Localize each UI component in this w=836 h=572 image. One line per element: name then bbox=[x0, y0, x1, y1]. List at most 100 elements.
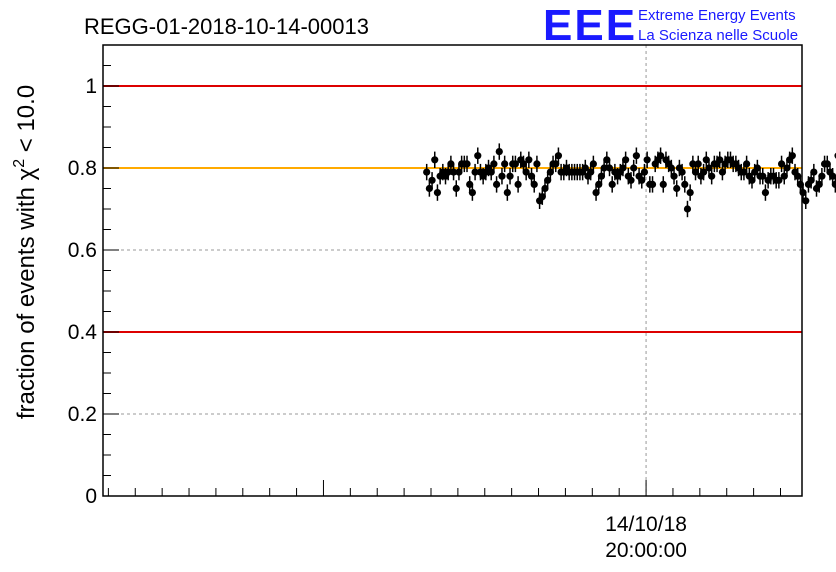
data-point bbox=[818, 172, 826, 180]
grid bbox=[103, 45, 802, 496]
data-point bbox=[716, 156, 724, 164]
x-tick-label-date: 14/10/18 bbox=[605, 513, 687, 536]
data-point bbox=[823, 160, 831, 168]
eee-logo: EEE Extreme Energy Events La Scienza nel… bbox=[543, 1, 798, 50]
y-tick-label: 0.4 bbox=[68, 321, 98, 344]
tick-labels: 00.20.40.60.8114/10/1820:00:0014/10/1821… bbox=[68, 75, 687, 562]
y-tick-label: 0.6 bbox=[68, 239, 97, 262]
data-point bbox=[753, 164, 761, 172]
data-point bbox=[501, 160, 509, 168]
data-point bbox=[630, 164, 638, 172]
data-point bbox=[546, 168, 554, 176]
data-point bbox=[466, 180, 474, 188]
data-point bbox=[527, 172, 536, 180]
data-point bbox=[519, 160, 528, 168]
data-point bbox=[686, 189, 694, 197]
data-point bbox=[530, 180, 538, 188]
data-point bbox=[503, 189, 511, 197]
data-point bbox=[640, 168, 649, 176]
data-point bbox=[587, 168, 595, 176]
data-point bbox=[433, 189, 442, 197]
y-axis-label-sup: 2 bbox=[11, 159, 28, 168]
data-point bbox=[810, 168, 818, 176]
data-point bbox=[468, 189, 476, 197]
reference-lines bbox=[103, 85, 802, 333]
data-point bbox=[708, 172, 716, 180]
data-point bbox=[681, 180, 689, 188]
data-point bbox=[471, 168, 479, 176]
eee-logo-text: EEE bbox=[543, 1, 637, 50]
data-point bbox=[622, 156, 630, 164]
data-point bbox=[603, 156, 611, 164]
data-point bbox=[691, 168, 700, 176]
data-point bbox=[541, 184, 549, 193]
y-axis-label: fraction of events with χ2 < 10.0 bbox=[11, 85, 40, 419]
y-tick-label: 1 bbox=[85, 75, 97, 98]
data-point bbox=[702, 156, 710, 164]
data-point bbox=[638, 176, 646, 184]
data-point bbox=[554, 152, 563, 160]
eee-logo-line1: Extreme Energy Events bbox=[638, 7, 796, 24]
data-point bbox=[449, 168, 458, 176]
data-point bbox=[761, 189, 770, 197]
data-point bbox=[589, 160, 597, 168]
data-point bbox=[474, 152, 482, 160]
data-point bbox=[538, 193, 546, 201]
data-point bbox=[815, 180, 823, 188]
data-point bbox=[775, 176, 783, 184]
data-point bbox=[455, 168, 463, 176]
data-point bbox=[463, 160, 471, 168]
axes bbox=[102, 44, 803, 497]
data-point bbox=[759, 172, 767, 180]
data-point bbox=[597, 172, 606, 180]
y-tick-label: 0.8 bbox=[68, 157, 97, 180]
data-point bbox=[498, 172, 506, 180]
data-point bbox=[600, 164, 608, 172]
data-point bbox=[544, 176, 552, 184]
data-point bbox=[425, 184, 433, 193]
data-point bbox=[743, 160, 751, 168]
data-point bbox=[783, 164, 791, 172]
eee-logo-line2: La Scienza nelle Scuole bbox=[638, 27, 798, 44]
y-tick-label: 0 bbox=[85, 485, 97, 508]
data-point bbox=[689, 160, 697, 168]
data-point bbox=[700, 168, 708, 176]
data-point bbox=[777, 160, 786, 168]
data-point bbox=[490, 160, 498, 168]
data-point bbox=[447, 160, 455, 168]
data-point bbox=[506, 172, 514, 180]
data-point bbox=[581, 164, 589, 172]
data-point bbox=[667, 164, 675, 172]
data-point bbox=[632, 152, 640, 160]
data-point bbox=[592, 189, 600, 197]
data-point bbox=[522, 168, 530, 176]
data-points bbox=[423, 143, 836, 218]
data-point bbox=[619, 164, 627, 172]
data-point bbox=[683, 205, 692, 213]
data-point bbox=[670, 172, 678, 180]
data-point bbox=[627, 176, 635, 184]
data-point bbox=[829, 172, 836, 180]
data-point bbox=[605, 164, 614, 172]
chart-title: REGG-01-2018-10-14-00013 bbox=[84, 14, 369, 39]
data-point bbox=[659, 180, 667, 188]
data-point bbox=[794, 172, 802, 180]
y-axis-label-chi: χ bbox=[13, 167, 40, 180]
data-point bbox=[525, 156, 533, 164]
data-point bbox=[428, 176, 436, 184]
data-point bbox=[807, 176, 815, 184]
data-point bbox=[694, 160, 702, 168]
data-point bbox=[678, 168, 686, 176]
data-point bbox=[431, 156, 439, 164]
data-point bbox=[705, 164, 713, 172]
data-point bbox=[748, 176, 756, 184]
data-point bbox=[802, 197, 810, 205]
data-point bbox=[780, 172, 788, 180]
data-point bbox=[423, 168, 431, 176]
plot-frame bbox=[102, 44, 803, 497]
data-point bbox=[608, 180, 616, 188]
data-point bbox=[511, 160, 520, 168]
data-point bbox=[487, 168, 495, 176]
data-point bbox=[444, 168, 452, 176]
data-point bbox=[718, 168, 727, 176]
